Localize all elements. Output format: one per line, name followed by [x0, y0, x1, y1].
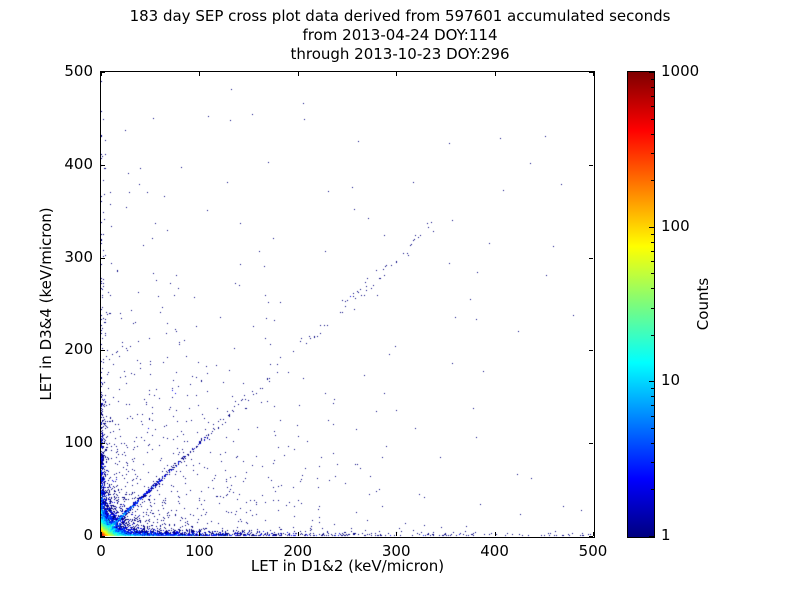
y-tick-right	[589, 443, 593, 445]
colorbar-minor-tick	[651, 288, 654, 290]
x-tick-label: 100	[185, 542, 214, 560]
colorbar-minor-tick	[651, 273, 654, 275]
colorbar-label: Counts	[694, 277, 712, 331]
y-tick-right	[589, 257, 593, 259]
colorbar-minor-tick	[651, 427, 654, 429]
colorbar-tick	[649, 226, 654, 228]
colorbar-gradient	[628, 72, 654, 537]
colorbar-minor-tick	[651, 180, 654, 182]
colorbar-minor-tick	[651, 334, 654, 336]
x-tick-label: 400	[480, 542, 509, 560]
title-line-1: 183 day SEP cross plot data derived from…	[129, 7, 671, 25]
y-tick	[101, 72, 105, 73]
colorbar-minor-tick	[651, 233, 654, 235]
y-tick	[101, 536, 105, 537]
x-tick-label: 200	[283, 542, 313, 560]
x-tick-top	[199, 72, 201, 76]
y-axis-label: LET in D3&4 (keV/micron)	[37, 207, 55, 401]
x-tick-label: 0	[96, 542, 106, 560]
colorbar-minor-tick	[651, 415, 654, 417]
colorbar-minor-tick	[651, 396, 654, 398]
colorbar-minor-tick	[651, 405, 654, 407]
x-axis-label: LET in D1&2 (keV/micron)	[250, 557, 445, 575]
x-tick-label: 300	[381, 542, 411, 560]
colorbar-tick	[649, 381, 654, 383]
y-tick-right	[589, 72, 593, 73]
x-tick-label: 500	[578, 542, 608, 560]
x-tick-top	[494, 72, 496, 76]
colorbar-minor-tick	[651, 307, 654, 309]
colorbar-tick-label: 10	[661, 371, 681, 390]
y-tick	[101, 164, 105, 166]
colorbar	[627, 71, 655, 538]
x-tick	[593, 532, 594, 536]
colorbar-minor-tick	[651, 241, 654, 243]
colorbar-minor-tick	[651, 133, 654, 135]
y-tick	[101, 257, 105, 259]
colorbar-minor-tick	[651, 106, 654, 108]
y-tick-label: 100	[64, 433, 93, 452]
colorbar-tick-label: 1	[661, 526, 671, 544]
y-tick-label: 500	[64, 62, 93, 80]
colorbar-minor-tick	[651, 152, 654, 154]
x-tick-top	[101, 72, 102, 76]
y-tick	[101, 350, 105, 352]
y-tick-right	[589, 164, 593, 166]
y-tick-right	[589, 536, 593, 537]
x-tick	[297, 532, 299, 536]
plot-area	[100, 71, 595, 538]
colorbar-tick	[649, 536, 654, 537]
colorbar-tick	[649, 72, 654, 73]
x-tick	[101, 532, 102, 536]
colorbar-minor-tick	[651, 442, 654, 444]
colorbar-minor-tick	[651, 86, 654, 88]
x-tick	[494, 532, 496, 536]
x-tick	[396, 532, 398, 536]
title-line-3: through 2013-10-23 DOY:296	[290, 45, 510, 63]
colorbar-tick-label: 100	[661, 216, 690, 235]
title-line-2: from 2013-04-24 DOY:114	[302, 26, 498, 44]
scatter-canvas	[101, 72, 594, 537]
colorbar-minor-tick	[651, 462, 654, 464]
y-tick-label: 200	[64, 340, 93, 359]
colorbar-minor-tick	[651, 79, 654, 81]
colorbar-minor-tick	[651, 388, 654, 390]
x-tick-top	[593, 72, 594, 76]
y-tick-right	[589, 350, 593, 352]
x-tick-top	[297, 72, 299, 76]
colorbar-minor-tick	[651, 118, 654, 120]
colorbar-minor-tick	[651, 260, 654, 262]
y-tick-label: 400	[64, 154, 93, 173]
colorbar-minor-tick	[651, 95, 654, 97]
colorbar-minor-tick	[651, 250, 654, 252]
chart-title: 183 day SEP cross plot data derived from…	[0, 7, 800, 64]
colorbar-tick-label: 1000	[661, 62, 700, 80]
y-tick-label: 0	[83, 526, 93, 544]
y-tick-label: 300	[64, 247, 93, 266]
x-tick	[199, 532, 201, 536]
y-tick	[101, 443, 105, 445]
x-tick-top	[396, 72, 398, 76]
colorbar-minor-tick	[651, 489, 654, 491]
